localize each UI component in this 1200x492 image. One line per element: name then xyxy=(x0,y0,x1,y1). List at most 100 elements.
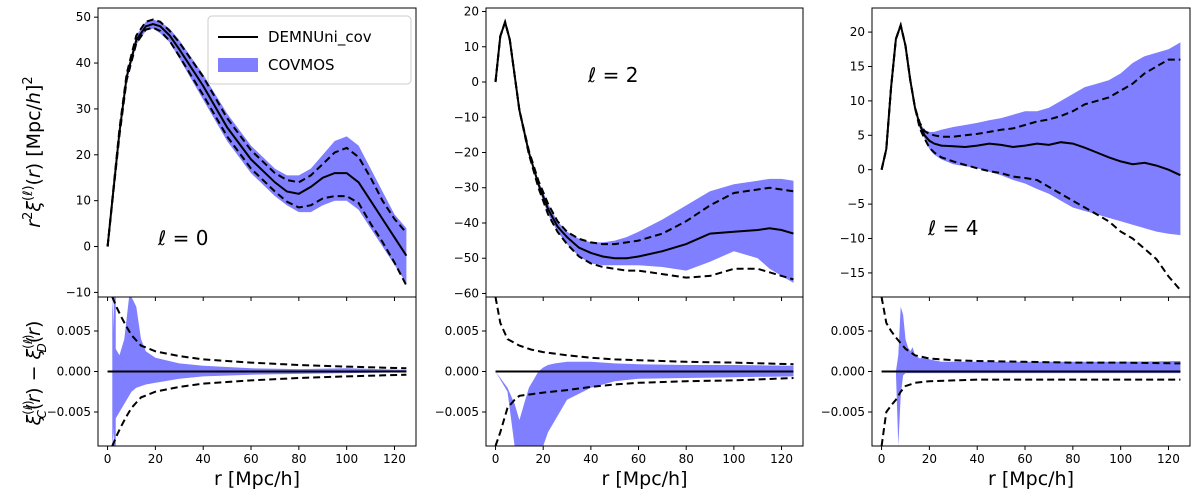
demnuni-upper-bound xyxy=(106,18,408,247)
panel-3: −15 −10 −5 0 5 10 15 20 −0.005 0.000 0.005 0 20 40 60 8… xyxy=(821,7,1191,490)
top-axes-panel-1: −10 0 10 20 30 40 50 xyxy=(66,7,417,301)
x-tick-label: 120 xyxy=(1157,452,1180,466)
bottom-axes-panel-2: −0.005 0.000 0.005 0 20 40 60 80 100 120 xyxy=(435,296,804,466)
x-tick-label: 60 xyxy=(1017,452,1032,466)
x-tick-label: 60 xyxy=(243,452,258,466)
legend-label: DEMNUni_cov xyxy=(268,28,372,47)
covmos-band xyxy=(495,22,794,283)
multipole-label: ℓ = 4 xyxy=(927,216,978,240)
top-plot-area xyxy=(494,18,794,283)
bottom-axes-panel-3: −0.005 0.000 0.005 0 20 40 60 80 100 120 xyxy=(821,296,1191,466)
y-tick-label: 10 xyxy=(850,94,865,108)
multipole-label: ℓ = 0 xyxy=(157,226,208,250)
y-tick-label: 10 xyxy=(76,194,91,208)
y-tick-label: 0.000 xyxy=(445,365,479,379)
y-tick-label: 0.005 xyxy=(831,324,865,338)
y-tick-label: 0 xyxy=(857,163,865,177)
y-tick-label: 15 xyxy=(850,59,865,73)
top-plot-area xyxy=(880,21,1182,291)
demnuni-lower-bound xyxy=(880,378,1181,446)
y-tick-label: −30 xyxy=(454,181,479,195)
x-tick-label: 80 xyxy=(679,452,694,466)
covmos-band xyxy=(881,25,1181,236)
demnuni-lower-bound xyxy=(106,26,408,286)
bottom-axes-panel-1: −0.005 0.000 0.005 0 20 40 60 80 100 120 xyxy=(47,296,417,466)
bottom-plot-area xyxy=(880,297,1181,446)
legend: DEMNUni_cov COVMOS xyxy=(207,15,412,85)
y-tick-label: 0.005 xyxy=(445,324,479,338)
x-tick-label: 120 xyxy=(770,452,793,466)
demnuni-upper-bound xyxy=(880,297,1181,365)
y-tick-label: −15 xyxy=(840,266,865,280)
y-tick-label: −10 xyxy=(66,285,91,299)
x-tick-label: 100 xyxy=(1109,452,1132,466)
bottom-plot-area xyxy=(107,297,407,446)
demnuni-mean-line xyxy=(106,23,408,257)
x-tick-label: 40 xyxy=(970,452,985,466)
top-axes-panel-3: −15 −10 −5 0 5 10 15 20 xyxy=(840,7,1191,301)
y-tick-label: −5 xyxy=(847,197,865,211)
y-tick-label: 10 xyxy=(464,40,479,54)
multipole-label: ℓ = 2 xyxy=(587,63,638,87)
y-tick-label: 5 xyxy=(857,128,865,142)
y-tick-label: 20 xyxy=(464,5,479,19)
y-tick-label: −10 xyxy=(840,232,865,246)
x-tick-label: 120 xyxy=(383,452,406,466)
y-tick-label: 0 xyxy=(83,240,91,254)
x-tick-label: 100 xyxy=(335,452,358,466)
demnuni-mean-line xyxy=(880,21,1181,177)
x-axis-label: r [Mpc/h] xyxy=(214,468,300,490)
legend-label: COVMOS xyxy=(268,56,335,74)
x-tick-label: 20 xyxy=(148,452,163,466)
demnuni-upper-bound xyxy=(111,297,407,370)
y-tick-label: 0.005 xyxy=(57,324,91,338)
x-tick-label: 80 xyxy=(1065,452,1080,466)
x-tick-label: 100 xyxy=(722,452,745,466)
bottom-plot-area xyxy=(494,297,794,446)
top-y-axis-label: r2ξ(ℓ)(r) [Mpc/h]2 xyxy=(21,76,45,227)
x-tick-label: 40 xyxy=(583,452,598,466)
y-tick-label: 20 xyxy=(76,148,91,162)
panel-1: −10 0 10 20 30 40 50 −0.005 0.000 0.005 0 20 40 60 80 1… xyxy=(47,7,417,490)
y-axis-labels: r2ξ(ℓ)(r) [Mpc/h]2 ξ(ℓ)C(r) − ξ(ℓ)D(r) xyxy=(21,76,49,426)
x-axis-label: r [Mpc/h] xyxy=(601,468,687,490)
y-tick-label: −50 xyxy=(454,251,479,265)
y-tick-label: −40 xyxy=(454,216,479,230)
top-plot-area xyxy=(106,18,408,286)
x-tick-label: 60 xyxy=(631,452,646,466)
y-tick-label: −0.005 xyxy=(47,405,91,419)
legend-box xyxy=(207,15,412,85)
y-tick-label: −20 xyxy=(454,146,479,160)
y-tick-label: −10 xyxy=(454,110,479,124)
y-tick-label: 50 xyxy=(76,10,91,24)
x-tick-label: 0 xyxy=(104,452,112,466)
x-tick-label: 20 xyxy=(922,452,937,466)
x-axis-label: r [Mpc/h] xyxy=(988,468,1074,490)
x-tick-label: 0 xyxy=(878,452,886,466)
covmos-band xyxy=(881,306,1181,446)
panel-2: −60 −50 −40 −30 −20 −10 0 10 20 −0.005 0.000 0.005 0… xyxy=(435,5,804,490)
covmos-band xyxy=(107,19,407,284)
legend-band-swatch xyxy=(218,58,258,72)
y-tick-label: 20 xyxy=(850,25,865,39)
x-tick-label: 40 xyxy=(196,452,211,466)
top-axes-panel-2: −60 −50 −40 −30 −20 −10 0 10 20 xyxy=(454,5,804,301)
y-tick-label: −60 xyxy=(454,286,479,300)
demnuni-lower-bound xyxy=(111,373,407,446)
demnuni-upper-bound xyxy=(494,297,794,366)
y-tick-label: 0.000 xyxy=(831,365,865,379)
x-tick-label: 80 xyxy=(291,452,306,466)
y-tick-label: 0 xyxy=(471,75,479,89)
y-tick-label: 30 xyxy=(76,102,91,116)
x-tick-label: 0 xyxy=(492,452,500,466)
demnuni-mean-line xyxy=(494,18,794,260)
y-tick-label: −0.005 xyxy=(821,405,865,419)
y-tick-label: −0.005 xyxy=(435,405,479,419)
demnuni-lower-bound xyxy=(494,377,794,446)
covmos-band xyxy=(495,361,794,446)
x-tick-label: 20 xyxy=(536,452,551,466)
y-tick-label: 40 xyxy=(76,56,91,70)
y-tick-label: 0.000 xyxy=(57,365,91,379)
